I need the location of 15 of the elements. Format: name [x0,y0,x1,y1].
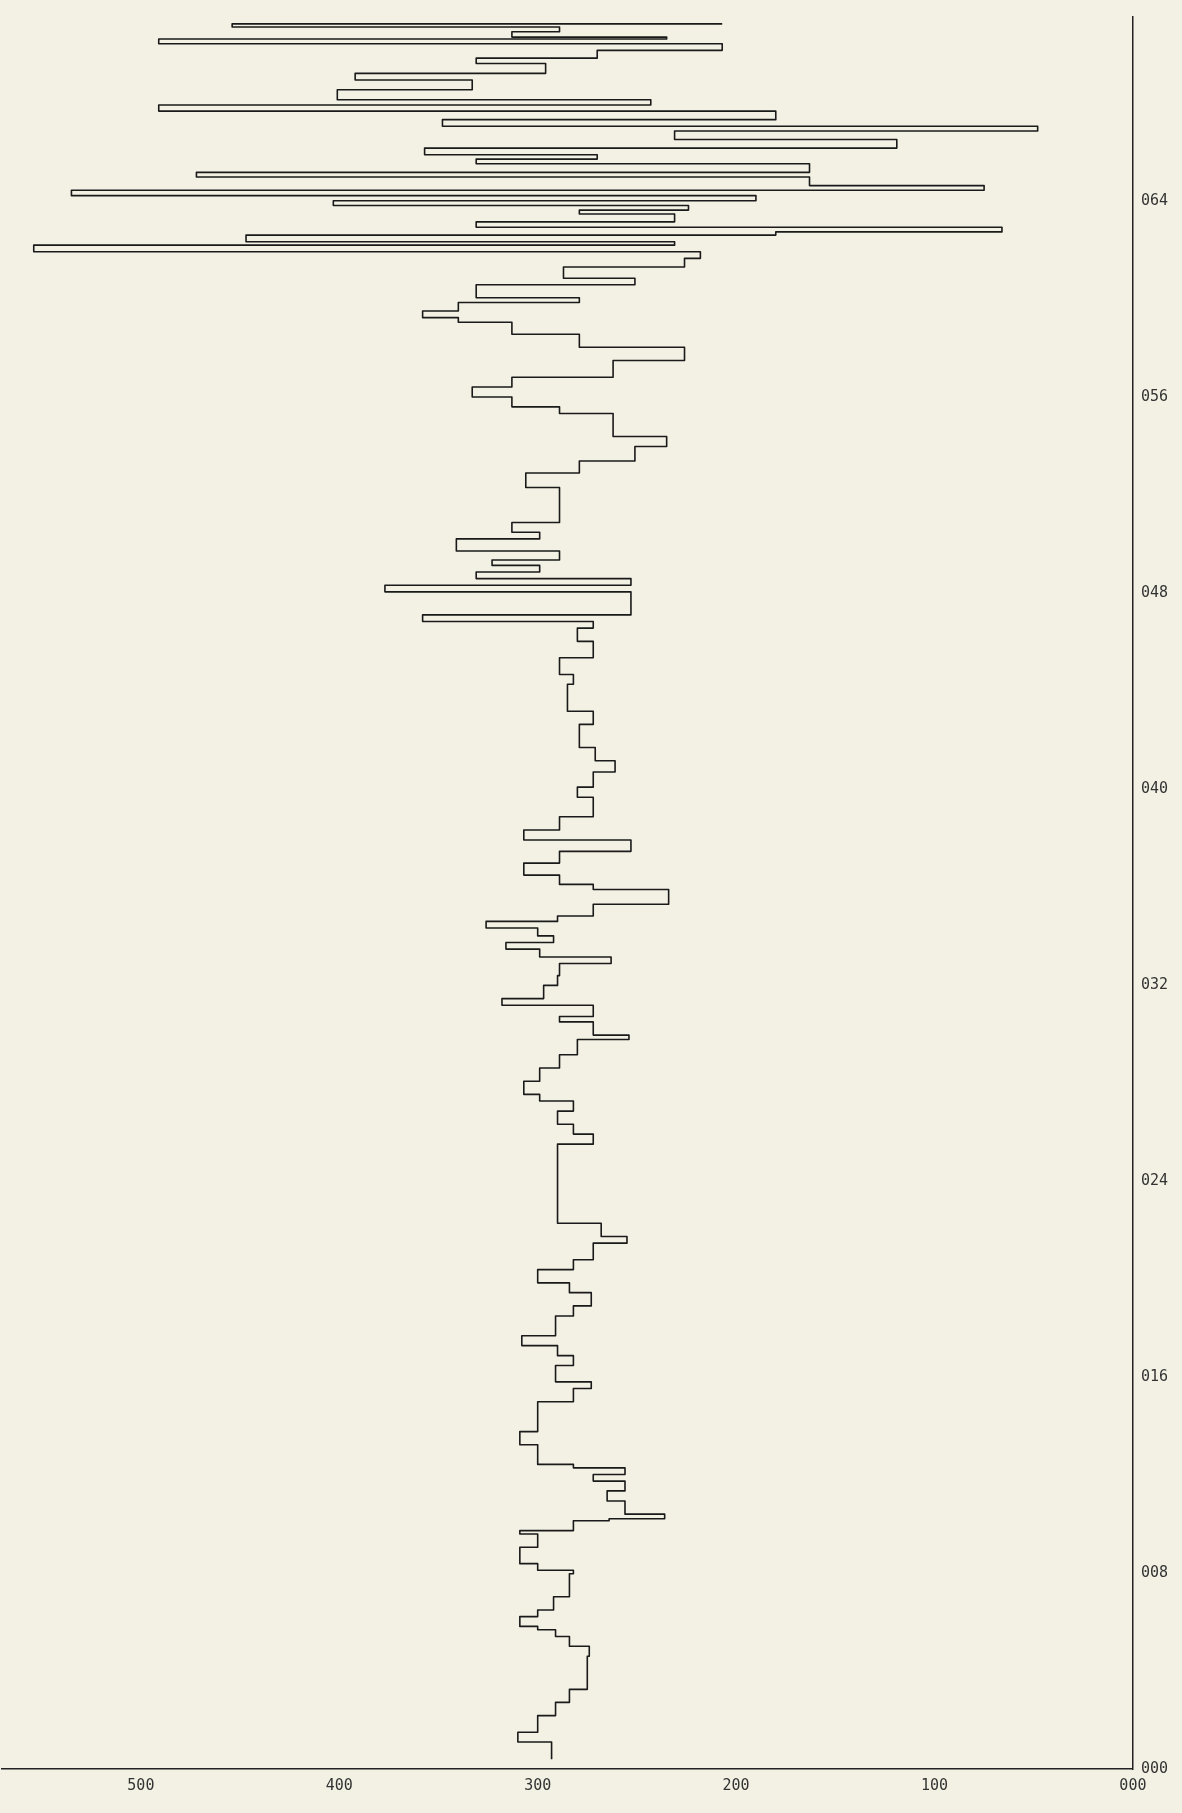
y-tick-label: 056 [1140,386,1168,405]
y-tick-label: 032 [1140,974,1168,993]
y-tick-label: 040 [1140,778,1168,797]
y-tick-label: 000 [1140,1758,1168,1777]
y-tick-label: 064 [1140,190,1168,209]
y-tick-label: 008 [1140,1562,1168,1581]
x-tick-label: 200 [722,1775,750,1794]
y-tick-label: 016 [1140,1366,1168,1385]
y-tick-label: 048 [1140,582,1168,601]
x-tick-label: 100 [920,1775,949,1794]
x-tick-label: 400 [325,1775,353,1794]
x-tick-label: 300 [524,1775,552,1794]
y-tick-label: 024 [1140,1170,1168,1189]
x-tick-label: 000 [1119,1775,1147,1794]
x-tick-label: 500 [127,1775,155,1794]
